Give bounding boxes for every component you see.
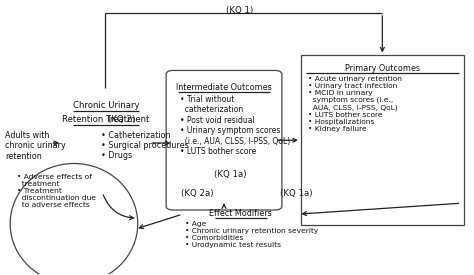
Text: (KQ 1): (KQ 1): [226, 6, 253, 15]
Text: • Age
• Chronic urinary retention severity
• Comorbidities
• Urodynamic test res: • Age • Chronic urinary retention severi…: [185, 221, 319, 248]
Text: Intermediate Outcomes: Intermediate Outcomes: [176, 83, 272, 92]
Text: • Acute urinary retention
• Urinary tract infection
• MCID in urinary
  symptom : • Acute urinary retention • Urinary trac…: [308, 76, 402, 132]
Text: Primary Outcomes: Primary Outcomes: [345, 64, 420, 73]
FancyBboxPatch shape: [301, 56, 464, 225]
Text: Effect Modifiers: Effect Modifiers: [209, 209, 272, 218]
Text: (KQ 1a): (KQ 1a): [214, 170, 246, 179]
Text: (KQ 2): (KQ 2): [108, 115, 135, 124]
Text: (KQ 1a): (KQ 1a): [280, 189, 312, 198]
Text: (KQ 2a): (KQ 2a): [181, 189, 213, 198]
FancyBboxPatch shape: [166, 70, 282, 210]
Text: Chronic Urinary: Chronic Urinary: [73, 101, 139, 109]
Text: Adults with
chronic urinary
retention: Adults with chronic urinary retention: [5, 131, 66, 161]
Text: • Trial without
  catheterization
• Post void residual
• Urinary symptom scores
: • Trial without catheterization • Post v…: [180, 95, 291, 156]
Text: Retention Treatment: Retention Treatment: [62, 115, 149, 124]
Text: • Catheterization
• Surgical procedures
• Drugs: • Catheterization • Surgical procedures …: [101, 131, 189, 160]
Ellipse shape: [10, 164, 138, 275]
Text: • Adverse effects of
  treatment
• Treatment
  discontinuation due
  to adverse : • Adverse effects of treatment • Treatme…: [17, 174, 96, 208]
